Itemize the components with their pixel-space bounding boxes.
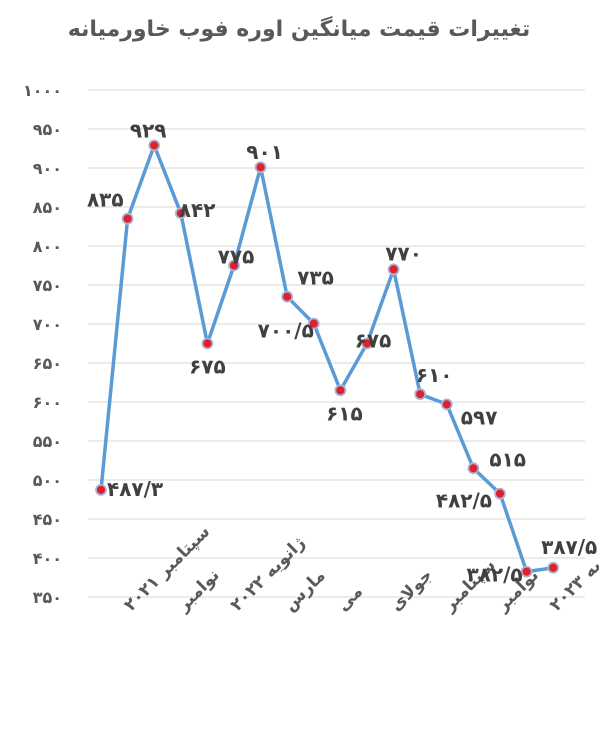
chart-title: تغییرات قیمت میانگین اوره فوب خاورمیانه: [68, 15, 530, 42]
data-label: ۸۴۲: [179, 198, 216, 222]
y-tick-label: ۵۰۰: [33, 471, 62, 490]
series-price: [99, 143, 555, 574]
y-axis-tick-labels: ۳۵۰ ۴۰۰ ۴۵۰ ۵۰۰ ۵۵۰ ۶۰۰ ۶۵۰ ۷۰۰ ۷۵۰ ۸۰۰ ۸۵۰ ۹۰۰ ۹۵۰ ۱…: [23, 81, 62, 607]
data-label: ۸۳۵: [87, 188, 124, 212]
data-point: [547, 561, 560, 574]
data-label: ۹۲۹: [130, 118, 167, 142]
data-point: [440, 398, 453, 411]
data-point: [201, 337, 214, 350]
series-line: [99, 143, 555, 574]
data-point: [281, 290, 294, 303]
y-tick-label: ۷۵۰: [33, 276, 62, 295]
x-tick-label: جولای: [386, 565, 436, 615]
data-point: [307, 317, 320, 330]
y-tick-label: ۹۰۰: [33, 159, 62, 178]
data-point: [95, 484, 107, 496]
x-tick-label: مارس: [280, 566, 330, 616]
data-point: [228, 259, 240, 272]
data-label: ۷۰۰/۵: [258, 319, 314, 343]
data-label: ۵۹۷: [461, 405, 498, 429]
data-point: [148, 139, 161, 152]
data-label: ۶۷۵: [189, 355, 226, 379]
y-tick-label: ۶۵۰: [33, 354, 62, 373]
grid-lines: [88, 89, 585, 598]
data-point: [174, 207, 187, 220]
data-label: ۳۸۲/۵: [466, 563, 522, 587]
data-point: [121, 212, 134, 225]
data-label: ۹۰۱: [246, 140, 283, 164]
data-label: ۷۷۰: [385, 241, 422, 265]
data-point: [520, 565, 533, 578]
data-point: [387, 263, 400, 276]
y-tick-label: ۹۵۰: [33, 120, 62, 139]
x-tick-label: نوامبر: [173, 565, 224, 616]
data-point: [467, 462, 480, 475]
data-point-markers: [95, 139, 560, 578]
y-tick-label: ۷۰۰: [33, 315, 62, 334]
data-label: ۶۱۵: [326, 401, 363, 425]
y-tick-label: ۴۰۰: [33, 549, 62, 568]
data-point: [414, 388, 427, 401]
y-tick-label: ۵۵۰: [33, 432, 62, 451]
y-tick-label: ۳۵۰: [33, 588, 62, 607]
data-label: ۶۷۵: [355, 329, 392, 353]
data-label: ۴۸۲/۵: [436, 489, 492, 513]
data-labels: ۴۸۷/۳ ۸۳۵ ۹۲۹ ۸۴۲ ۶۷۵ ۷۷۵ ۹۰۱ ۷۳۵ ۷۰۰/۵ ۶۱۵ ۶۷۵ ۷۷۰…: [87, 118, 597, 586]
data-label: ۴۸۷/۳: [107, 477, 163, 501]
data-point: [361, 337, 373, 350]
y-tick-label: ۶۰۰: [33, 393, 62, 412]
data-label: ۳۸۷/۵: [541, 535, 597, 559]
y-tick-label: ۱۰۰۰: [23, 81, 62, 100]
data-label: ۵۱۵: [489, 447, 526, 471]
data-point: [334, 384, 347, 397]
data-point: [254, 161, 267, 174]
data-point: [494, 487, 506, 500]
data-label: ۷۳۵: [297, 266, 334, 290]
y-tick-label: ۸۵۰: [33, 198, 62, 217]
x-tick-label: می: [333, 582, 367, 616]
data-label: ۷۷۵: [218, 245, 255, 269]
data-label: ۶۱۰: [416, 363, 453, 387]
y-tick-label: ۴۵۰: [33, 510, 62, 529]
y-tick-label: ۸۰۰: [33, 237, 62, 256]
